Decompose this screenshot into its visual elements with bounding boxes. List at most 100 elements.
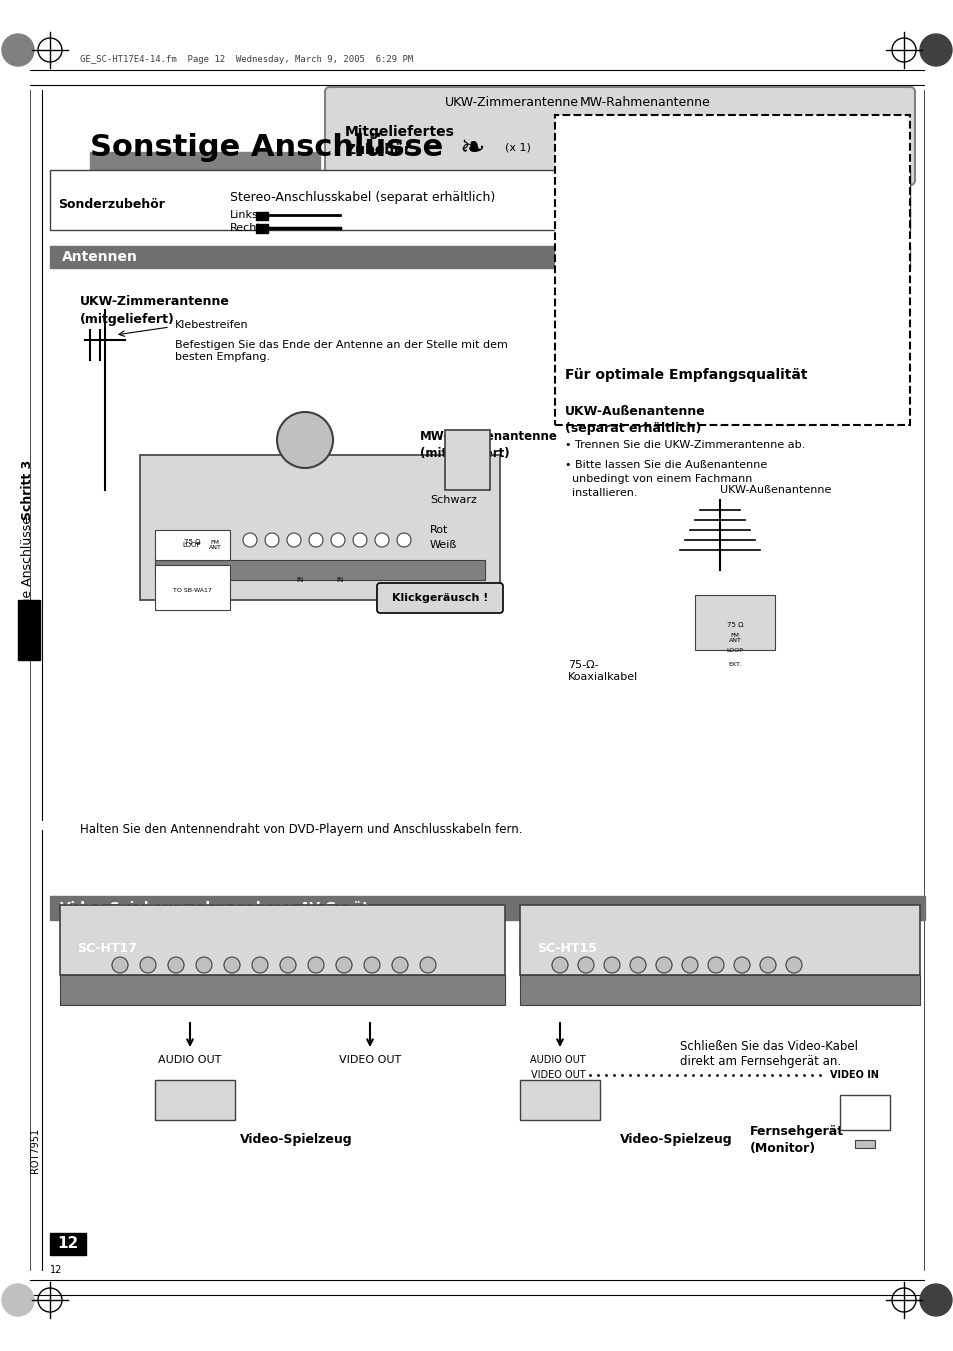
Text: VIDEO IN: VIDEO IN (829, 1070, 878, 1079)
Text: Mitgeliefertes
Zubehör: Mitgeliefertes Zubehör (345, 126, 455, 158)
Circle shape (280, 957, 295, 973)
Text: Klebestreifen: Klebestreifen (174, 320, 249, 330)
FancyBboxPatch shape (325, 86, 914, 185)
Text: AUDIO OUT: AUDIO OUT (158, 1055, 221, 1065)
Circle shape (276, 412, 333, 467)
Text: Schließen Sie das Video-Kabel
direkt am Fernsehgerät an.: Schließen Sie das Video-Kabel direkt am … (679, 1040, 857, 1069)
Text: Halten Sie den Antennendraht von DVD-Playern und Anschlusskabeln fern.: Halten Sie den Antennendraht von DVD-Pla… (80, 824, 522, 836)
Text: MW-Rahmenantenne: MW-Rahmenantenne (579, 96, 710, 109)
Circle shape (419, 957, 436, 973)
Text: UKW-Zimmerantenne: UKW-Zimmerantenne (444, 96, 578, 109)
Bar (60, 939, 154, 957)
Bar (444, 430, 490, 490)
Bar (255, 212, 268, 220)
Text: 12: 12 (50, 1265, 62, 1275)
Text: (x 1): (x 1) (664, 143, 690, 153)
Bar (18, 600, 40, 661)
Bar (854, 1140, 874, 1148)
Bar (50, 896, 924, 920)
Circle shape (375, 534, 389, 547)
Text: EXT.: EXT. (728, 662, 740, 667)
Circle shape (140, 957, 156, 973)
Circle shape (760, 957, 775, 973)
Text: 12: 12 (57, 1236, 78, 1251)
Text: 75 Ω: 75 Ω (726, 621, 742, 628)
Text: ❧: ❧ (459, 134, 485, 162)
Text: FM
ANT: FM ANT (209, 539, 221, 550)
Bar (599, 126, 649, 159)
Text: Klickgeräusch !: Klickgeräusch ! (392, 593, 488, 603)
Text: UKW-Zimmerantenne
(mitgeliefert): UKW-Zimmerantenne (mitgeliefert) (80, 295, 230, 326)
Text: Für optimale Empfangsqualität: Für optimale Empfangsqualität (564, 367, 806, 382)
Text: Befestigen Sie das Ende der Antenne an der Stelle mit dem
besten Empfang.: Befestigen Sie das Ende der Antenne an d… (174, 340, 507, 362)
Text: LOOP: LOOP (726, 647, 742, 653)
Bar (50, 1233, 86, 1255)
Text: SC-HT17: SC-HT17 (77, 942, 137, 955)
Text: Schritt 3: Schritt 3 (22, 459, 34, 520)
Bar (50, 170, 909, 230)
Circle shape (396, 534, 411, 547)
Text: Sonderzubehör: Sonderzubehör (58, 199, 165, 212)
Text: Stereo-Anschlusskabel (separat erhältlich): Stereo-Anschlusskabel (separat erhältlic… (230, 192, 495, 204)
Bar (154, 530, 230, 561)
Circle shape (112, 957, 128, 973)
Text: Antennen: Antennen (62, 250, 138, 263)
Bar (695, 594, 774, 650)
Bar (519, 975, 919, 1005)
Text: AUDIO OUT: AUDIO OUT (530, 1055, 585, 1065)
Bar (519, 905, 919, 975)
Text: Video-Spielzeug oder anderes AV-Gerät: Video-Spielzeug oder anderes AV-Gerät (60, 901, 369, 915)
Circle shape (392, 957, 408, 973)
Text: (x 1): (x 1) (504, 143, 530, 153)
Circle shape (578, 957, 594, 973)
Text: ⊟: ⊟ (619, 138, 638, 158)
Text: ROT7951: ROT7951 (30, 1128, 40, 1173)
FancyBboxPatch shape (376, 584, 502, 613)
Text: • Trennen Sie die UKW-Zimmerantenne ab.: • Trennen Sie die UKW-Zimmerantenne ab. (564, 440, 804, 450)
Text: TO SB-WA17: TO SB-WA17 (172, 588, 212, 593)
Bar (50, 246, 909, 267)
Circle shape (309, 534, 323, 547)
Circle shape (567, 218, 574, 223)
Circle shape (2, 1283, 34, 1316)
Circle shape (681, 957, 698, 973)
Text: Sonstige Anschlüsse: Sonstige Anschlüsse (22, 516, 34, 644)
Bar (154, 565, 230, 611)
Circle shape (335, 957, 352, 973)
Circle shape (224, 957, 240, 973)
Text: Sonstige Anschlüsse: Sonstige Anschlüsse (90, 134, 443, 162)
Text: MW-Rahmenantenne
(mitgeliefert): MW-Rahmenantenne (mitgeliefert) (419, 430, 558, 459)
Text: Video-Anschlusskabel (separat erhältlich): Video-Anschlusskabel (separat erhältlich… (569, 192, 828, 204)
Circle shape (656, 957, 671, 973)
Circle shape (364, 957, 379, 973)
Text: Video-Spielzeug: Video-Spielzeug (619, 1133, 732, 1147)
Text: Schwarz: Schwarz (430, 494, 476, 505)
Circle shape (565, 215, 576, 226)
Circle shape (287, 534, 301, 547)
Bar (840, 1096, 889, 1129)
Text: Video-Spielzeug: Video-Spielzeug (240, 1133, 353, 1147)
Text: VIDEO OUT: VIDEO OUT (530, 1070, 585, 1079)
Text: UKW-Außenantenne: UKW-Außenantenne (720, 485, 830, 494)
Bar (255, 224, 268, 232)
Circle shape (603, 957, 619, 973)
Circle shape (308, 957, 324, 973)
Bar (519, 939, 615, 957)
Text: IN: IN (296, 577, 303, 584)
Text: IN: IN (336, 577, 343, 584)
Circle shape (168, 957, 184, 973)
Circle shape (252, 957, 268, 973)
Text: Weiß: Weiß (430, 540, 456, 550)
Text: GE_SC-HT17E4-14.fm  Page 12  Wednesday, March 9, 2005  6:29 PM: GE_SC-HT17E4-14.fm Page 12 Wednesday, Ma… (80, 55, 413, 65)
Text: VIDEO OUT: VIDEO OUT (338, 1055, 400, 1065)
Text: SC-HT15: SC-HT15 (537, 942, 597, 955)
Bar (60, 975, 504, 1005)
Text: 75 Ω: 75 Ω (184, 539, 200, 544)
Text: FM
ANT: FM ANT (728, 632, 740, 643)
Circle shape (919, 34, 951, 66)
Text: Rot: Rot (430, 526, 448, 535)
Text: • Bitte lassen Sie die Außenantenne
  unbedingt von einem Fachmann
  installiere: • Bitte lassen Sie die Außenantenne unbe… (564, 459, 766, 499)
Circle shape (265, 534, 278, 547)
Text: Rechts: Rechts (230, 223, 267, 232)
Circle shape (733, 957, 749, 973)
